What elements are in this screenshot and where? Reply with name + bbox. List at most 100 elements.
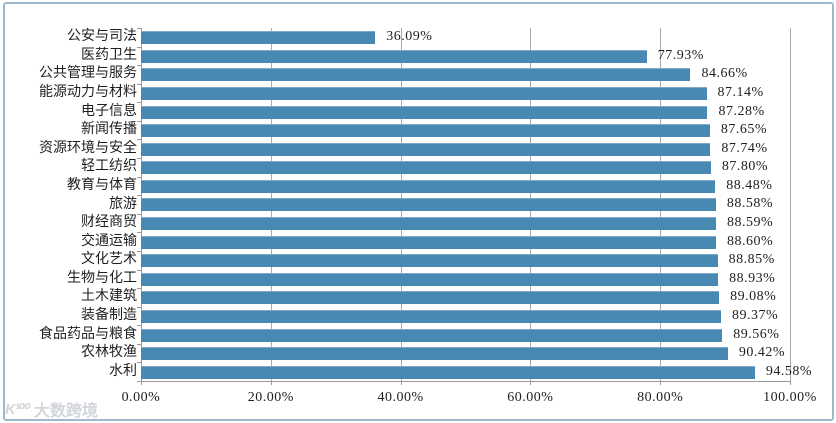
category-label: 能源动力与材料: [39, 85, 137, 101]
category-label: 装备制造: [81, 307, 137, 323]
category-label: 农林牧渔: [81, 345, 137, 361]
bar-旅游: [141, 198, 716, 212]
bar-能源动力与材料: [141, 87, 707, 101]
gridline-100: [790, 28, 791, 381]
bar-装备制造: [141, 309, 721, 323]
y-axis-tick: [137, 46, 141, 48]
watermark-logo-icon: K¹⁰⁰: [5, 401, 31, 418]
x-axis-tick-label: 60.00%: [507, 390, 554, 405]
bar-row: 88.93%: [0, 270, 836, 289]
y-axis-tick: [137, 381, 141, 382]
bar-水利: [141, 365, 755, 379]
y-axis-tick: [137, 288, 141, 290]
category-label: 文化艺术: [81, 252, 137, 268]
value-label: 87.80%: [721, 159, 768, 175]
bar-生物与化工: [141, 272, 719, 286]
category-label: 轻工纺织: [81, 159, 137, 175]
x-axis-tick: [400, 381, 402, 385]
bar-轻工纺织: [141, 161, 711, 175]
x-axis-tick: [270, 381, 272, 385]
category-label: 资源环境与安全: [39, 140, 137, 156]
bar-row: 94.58%: [0, 362, 836, 381]
x-axis-tick-label: 80.00%: [637, 390, 684, 405]
y-axis-tick: [137, 213, 141, 215]
y-axis-tick: [137, 195, 141, 197]
x-axis-tick: [790, 381, 791, 385]
value-label: 94.58%: [765, 363, 812, 379]
y-axis-tick: [137, 306, 141, 308]
y-axis-tick: [137, 343, 141, 345]
watermark-text: 大数跨境: [33, 403, 98, 420]
bar-食品药品与粮食: [141, 328, 723, 342]
bar-row: 87.14%: [0, 84, 836, 103]
value-label: 89.56%: [733, 326, 780, 342]
category-label: 医药卫生: [81, 47, 137, 63]
bar-新闻传播: [141, 124, 710, 138]
bar-电子信息: [141, 105, 708, 119]
category-label: 土木建筑: [81, 289, 137, 305]
x-axis-tick-label: 100.00%: [763, 390, 817, 405]
x-axis-tick: [141, 381, 142, 385]
category-label: 水利: [109, 363, 137, 379]
y-axis-tick: [137, 250, 141, 252]
bar-公安与司法: [141, 31, 376, 45]
y-axis-tick: [137, 362, 141, 364]
y-axis-tick: [137, 102, 141, 104]
category-label: 旅游: [109, 196, 137, 212]
bar-交通运输: [141, 235, 716, 249]
value-label: 88.85%: [728, 252, 775, 268]
bar-row: 77.93%: [0, 47, 836, 66]
bar-财经商贸: [141, 217, 716, 231]
value-label: 77.93%: [657, 47, 704, 63]
value-label: 89.08%: [730, 289, 777, 305]
value-label: 88.93%: [729, 270, 776, 286]
value-label: 84.66%: [701, 66, 748, 82]
y-axis-tick: [137, 269, 141, 271]
y-axis-tick: [137, 28, 141, 29]
bar-row: 87.65%: [0, 121, 836, 140]
x-axis-tick-label: 0.00%: [121, 390, 161, 405]
category-label: 交通运输: [81, 233, 137, 249]
bar-资源环境与安全: [141, 142, 711, 156]
y-axis-tick: [137, 176, 141, 178]
x-axis-tick-label: 40.00%: [377, 390, 424, 405]
bar-row: 84.66%: [0, 65, 836, 84]
bar-row: 90.42%: [0, 344, 836, 363]
watermark: K¹⁰⁰ 大数跨境: [5, 397, 98, 421]
bar-row: 89.08%: [0, 288, 836, 307]
bar-row: 88.48%: [0, 177, 836, 196]
x-axis-tick: [530, 381, 532, 385]
value-label: 89.37%: [732, 307, 779, 323]
y-axis-tick: [137, 232, 141, 234]
bar-row: 87.80%: [0, 158, 836, 177]
bar-row: 87.74%: [0, 139, 836, 158]
category-label: 电子信息: [81, 103, 137, 119]
x-axis-tick-label: 20.00%: [247, 390, 294, 405]
value-label: 88.58%: [726, 196, 774, 212]
y-axis-tick: [137, 325, 141, 327]
category-label: 生物与化工: [67, 270, 137, 286]
value-label: 87.28%: [718, 103, 765, 119]
bar-row: 89.56%: [0, 325, 836, 344]
category-label: 财经商贸: [81, 215, 137, 231]
value-label: 36.09%: [386, 29, 433, 45]
y-axis-tick: [137, 65, 141, 67]
bar-row: 88.60%: [0, 232, 836, 251]
bar-row: 87.28%: [0, 102, 836, 121]
y-axis-tick: [137, 158, 141, 160]
value-label: 87.14%: [717, 85, 764, 101]
value-label: 90.42%: [738, 345, 785, 361]
bar-土木建筑: [141, 291, 720, 305]
category-label: 公安与司法: [67, 29, 137, 45]
bar-row: 89.37%: [0, 307, 836, 326]
value-label: 87.74%: [721, 140, 768, 156]
category-label: 教育与体育: [67, 177, 137, 193]
value-label: 88.59%: [726, 215, 774, 231]
category-label: 公共管理与服务: [39, 66, 137, 82]
y-axis-tick: [137, 120, 141, 122]
y-axis-tick: [137, 83, 141, 85]
bar-文化艺术: [141, 254, 718, 268]
bar-row: 88.85%: [0, 251, 836, 270]
category-label: 新闻传播: [81, 122, 137, 138]
